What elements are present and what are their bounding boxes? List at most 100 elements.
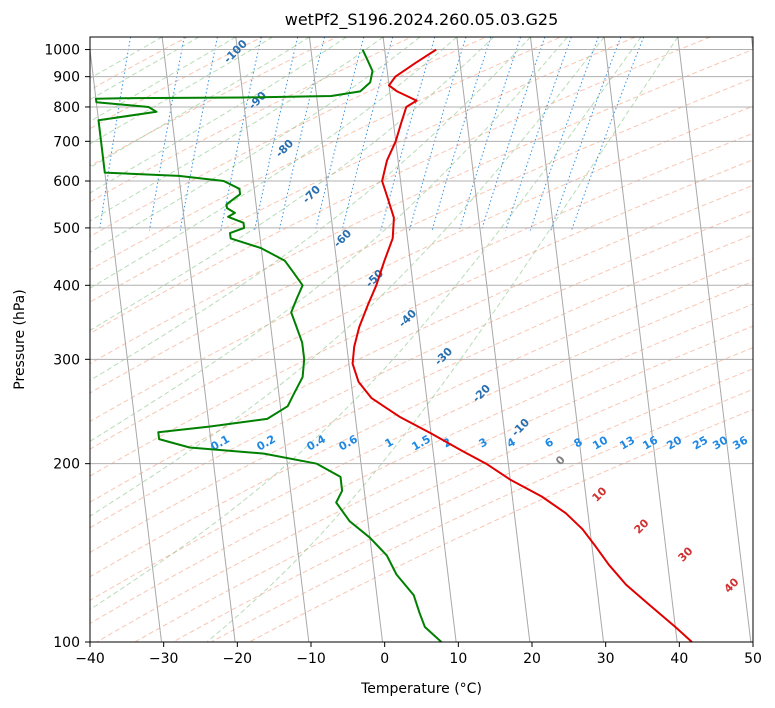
moist-adiabat bbox=[90, 37, 163, 79]
y-tick-label: 600 bbox=[53, 174, 80, 190]
x-tick-label: 40 bbox=[670, 651, 688, 667]
dry-adiabat bbox=[90, 234, 753, 554]
y-tick-label: 500 bbox=[53, 221, 80, 237]
mixing-ratio-label: 6 bbox=[543, 435, 556, 450]
mixing-ratio-line bbox=[380, 37, 436, 231]
dry-adiabat bbox=[90, 37, 637, 303]
dry-adiabat bbox=[171, 368, 753, 642]
moist-adiabat bbox=[90, 37, 568, 442]
temperature-profile-line bbox=[351, 48, 693, 642]
isotherm-label: -100 bbox=[221, 37, 250, 66]
y-tick-label: 1000 bbox=[44, 43, 80, 59]
chart-title: wetPf2_S196.2024.260.05.03.G25 bbox=[285, 10, 559, 30]
x-tick-label: 0 bbox=[380, 651, 389, 667]
mixing-ratio-label: 36 bbox=[730, 433, 750, 452]
moist-adiabat bbox=[90, 37, 605, 517]
isotherm bbox=[308, 37, 384, 642]
mixing-ratio-line bbox=[99, 37, 131, 231]
mixing-ratio-line bbox=[179, 37, 218, 231]
mixing-ratio-line bbox=[408, 37, 467, 231]
dry-adiabat bbox=[90, 37, 264, 130]
x-tick-label: 30 bbox=[597, 651, 615, 667]
isotherm-label: -80 bbox=[273, 137, 296, 160]
mixing-ratio-line bbox=[254, 37, 299, 231]
mixing-ratio-label: 13 bbox=[617, 434, 637, 453]
moist-adiabat bbox=[90, 37, 384, 222]
dry-adiabat bbox=[90, 105, 753, 423]
isotherm bbox=[161, 37, 236, 642]
x-tick-label: −20 bbox=[223, 651, 253, 667]
moist-adiabat bbox=[90, 37, 495, 331]
mixing-ratio-label: 3 bbox=[477, 435, 490, 450]
mixing-ratio-label: 8 bbox=[572, 435, 585, 450]
y-tick-label: 100 bbox=[53, 635, 80, 651]
isotherm-label: 40 bbox=[722, 575, 742, 595]
isotherm-label: -70 bbox=[300, 183, 323, 206]
mixing-ratio-line bbox=[149, 37, 185, 231]
moist-adiabat bbox=[90, 37, 200, 101]
isotherm bbox=[750, 37, 753, 55]
isotherm bbox=[677, 37, 752, 642]
dry-adiabat bbox=[90, 37, 488, 237]
x-axis-title: Temperature (°C) bbox=[360, 681, 482, 697]
mixing-ratio-line bbox=[480, 37, 546, 231]
isotherm-label: 0 bbox=[553, 453, 568, 468]
plot-frame bbox=[89, 36, 754, 643]
x-tick-label: −30 bbox=[149, 651, 179, 667]
isotherm-label: 20 bbox=[632, 516, 652, 536]
x-tick-label: −40 bbox=[75, 651, 105, 667]
dry-adiabat bbox=[90, 280, 753, 601]
moist-adiabat bbox=[90, 37, 347, 194]
isotherm bbox=[603, 37, 678, 642]
mixing-ratio-label: 10 bbox=[590, 433, 610, 452]
dry-adiabat bbox=[90, 159, 753, 477]
isotherm bbox=[456, 37, 531, 642]
mixing-ratio-label: 0.6 bbox=[337, 432, 361, 453]
mixing-ratio-line bbox=[315, 37, 365, 231]
x-tick-label: −10 bbox=[296, 651, 326, 667]
mixing-ratio-line bbox=[571, 37, 645, 231]
isotherm bbox=[235, 37, 310, 642]
dry-adiabat bbox=[90, 37, 563, 271]
y-tick-label: 900 bbox=[53, 70, 80, 86]
mixing-ratio-label: 25 bbox=[690, 434, 710, 453]
y-tick-label: 200 bbox=[53, 457, 80, 473]
moist-adiabat bbox=[206, 37, 679, 642]
isotherm bbox=[382, 37, 457, 642]
mixing-ratio-label: 20 bbox=[664, 433, 684, 452]
moist-adiabat bbox=[90, 37, 642, 611]
isotherm bbox=[529, 37, 605, 642]
dry-adiabat bbox=[90, 77, 753, 394]
y-tick-label: 700 bbox=[53, 134, 80, 150]
dry-adiabat bbox=[95, 325, 753, 642]
mixing-ratio-line bbox=[220, 37, 262, 231]
isotherm-label: 30 bbox=[676, 544, 696, 564]
mixing-ratio-line bbox=[458, 37, 522, 231]
dry-adiabat bbox=[90, 49, 753, 365]
mixing-ratio-line bbox=[278, 37, 326, 231]
dry-adiabat bbox=[90, 37, 189, 91]
isotherm-label: 10 bbox=[590, 484, 610, 504]
dry-adiabat bbox=[133, 347, 753, 642]
mixing-ratio-label: 0.2 bbox=[255, 432, 278, 453]
moist-adiabat bbox=[90, 37, 531, 382]
dry-adiabat bbox=[248, 408, 753, 642]
y-tick-label: 400 bbox=[53, 278, 80, 294]
isotherm-label: -10 bbox=[509, 416, 532, 439]
dewpoint-profile-line bbox=[94, 49, 443, 642]
x-tick-label: 20 bbox=[523, 651, 541, 667]
mixing-ratio-line bbox=[550, 37, 622, 231]
moist-adiabat bbox=[90, 37, 273, 145]
dry-adiabat bbox=[210, 388, 753, 642]
mixing-ratio-label: 1.5 bbox=[410, 432, 433, 453]
dry-adiabat bbox=[90, 37, 413, 203]
y-axis-title: Pressure (hPa) bbox=[12, 289, 28, 389]
mixing-ratio-line bbox=[529, 37, 599, 231]
dry-adiabat bbox=[90, 37, 712, 334]
dry-adiabat bbox=[90, 209, 753, 529]
x-tick-label: 50 bbox=[744, 651, 762, 667]
dry-adiabat bbox=[90, 303, 753, 624]
mixing-ratio-line bbox=[431, 37, 492, 231]
moist-adiabat bbox=[90, 37, 237, 123]
